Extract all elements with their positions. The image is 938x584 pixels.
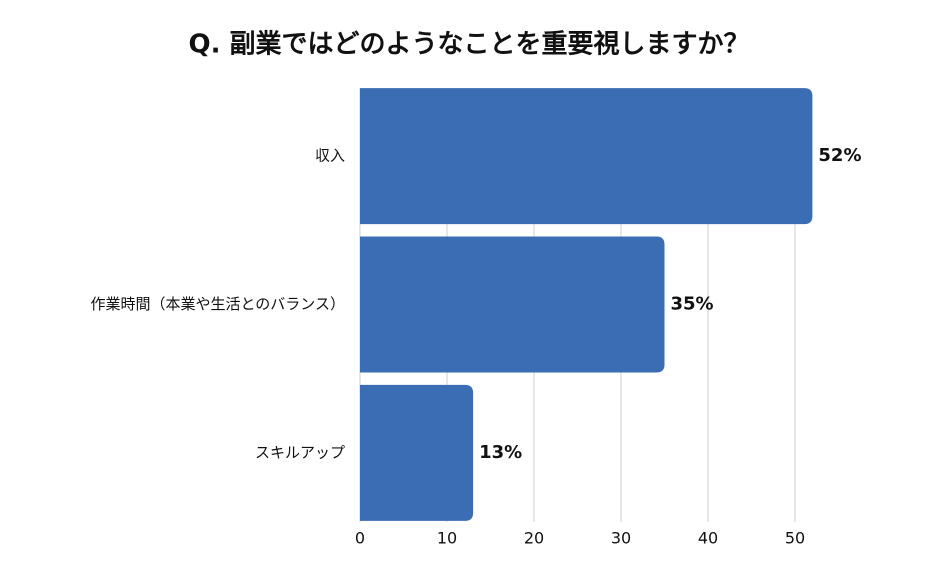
y-tick-label: 収入 (315, 147, 345, 165)
x-tick-label: 0 (355, 529, 365, 548)
x-tick-label: 20 (524, 529, 544, 548)
x-tick-label: 30 (611, 529, 631, 548)
x-tick-label: 40 (698, 529, 718, 548)
x-tick-label: 50 (785, 529, 805, 548)
data-label: 35% (671, 294, 714, 315)
bar (360, 236, 665, 373)
y-tick-label: スキルアップ (255, 443, 345, 461)
bar (360, 384, 474, 521)
data-label: 52% (818, 145, 861, 166)
y-tick-label: 作業時間（本業や生活とのバランス） (90, 295, 345, 313)
bar (360, 88, 813, 225)
data-label: 13% (479, 442, 522, 463)
chart-title: Q. 副業ではどのようなことを重要視しますか？ (188, 30, 749, 60)
x-tick-label: 10 (437, 529, 457, 548)
